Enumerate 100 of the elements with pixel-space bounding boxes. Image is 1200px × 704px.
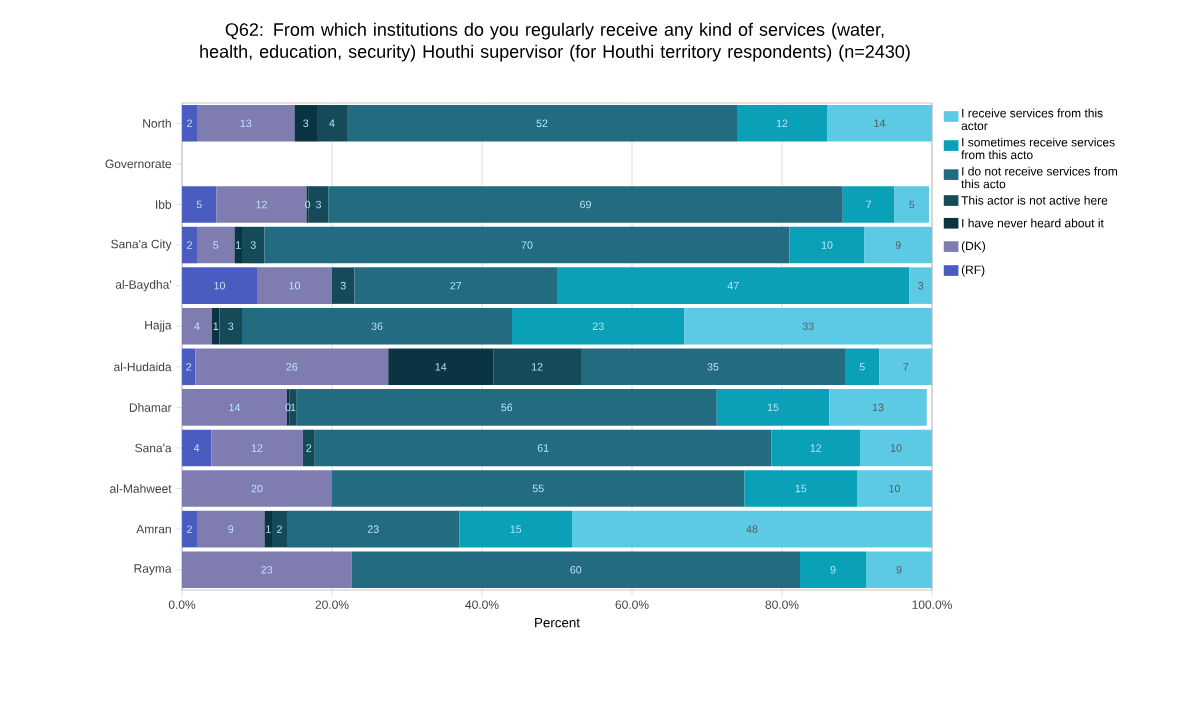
bar [314, 429, 772, 467]
data-label: 5 [196, 200, 202, 209]
bar [302, 429, 315, 467]
bar [182, 307, 212, 345]
x-tick-label: 0.0% [168, 600, 196, 609]
data-label: 2 [306, 444, 312, 452]
data-label: 1 [213, 322, 219, 330]
chart-title: Q62: From which institutions do you regularly receive any kind of services (water, health, education, security) Houthi supervisor (for Houthi territory respondents) (n=2430) [200, 22, 910, 62]
bar [287, 510, 460, 548]
data-label: 5 [859, 363, 865, 371]
bar [860, 429, 933, 467]
data-label: 2 [277, 525, 282, 533]
bar [459, 510, 573, 548]
data-label: 0 [305, 200, 311, 209]
legend-label: This actor is not active here [961, 195, 1108, 205]
bar [737, 105, 828, 142]
bar [182, 389, 287, 426]
bar [789, 226, 865, 264]
bar [289, 389, 297, 426]
bar [864, 226, 933, 264]
bar [242, 307, 513, 345]
data-label: 3 [918, 281, 924, 290]
bar [296, 389, 717, 426]
data-label: 55 [532, 484, 544, 493]
data-label: 14 [874, 119, 886, 127]
data-label: 61 [537, 444, 549, 452]
legend-label: (RF) [961, 265, 985, 277]
data-label: 3 [340, 281, 346, 290]
y-tick-label: Sana'a City [111, 239, 172, 251]
data-label: 47 [727, 281, 739, 290]
bar [182, 348, 196, 386]
data-label: 12 [532, 363, 543, 371]
data-label: 2 [187, 241, 192, 249]
data-label: 3 [315, 200, 321, 209]
data-label: 20 [251, 484, 263, 493]
x-tick-label: 60.0% [615, 600, 649, 609]
x-tick-label: 40.0% [465, 600, 499, 609]
bar [347, 105, 738, 142]
bar [351, 551, 801, 588]
data-label: 2 [186, 363, 192, 371]
data-label: 60 [570, 565, 582, 574]
y-tick-label: Amran [136, 524, 171, 534]
data-label: 36 [371, 322, 383, 330]
bar [211, 429, 303, 467]
bar [829, 389, 927, 426]
bar [332, 267, 355, 304]
bar [894, 186, 930, 223]
bar [182, 226, 197, 264]
data-label: 1 [266, 525, 271, 533]
legend-label: (DK) [961, 241, 986, 253]
data-label: 13 [872, 403, 884, 412]
data-label: 27 [450, 281, 462, 290]
bar [264, 226, 790, 264]
bar [332, 470, 745, 507]
data-label: 33 [802, 322, 814, 330]
data-label: 14 [229, 403, 241, 412]
data-label: 10 [889, 484, 901, 493]
bar [354, 267, 558, 304]
data-label: 9 [228, 525, 234, 533]
bar [827, 105, 933, 142]
bar [195, 348, 389, 386]
y-tick-label: North [143, 118, 171, 128]
bar [182, 470, 332, 507]
bar [716, 389, 830, 426]
y-tick-label: Rayma [134, 564, 172, 576]
data-label: 13 [240, 119, 252, 128]
data-label: 12 [251, 444, 263, 452]
data-label: 5 [213, 241, 219, 249]
data-label: 1 [290, 403, 296, 412]
data-label: 15 [767, 403, 779, 412]
data-label: 9 [896, 565, 902, 574]
x-tick-label: 100.0% [912, 600, 952, 609]
data-label: 4 [193, 444, 200, 452]
data-label: 35 [707, 363, 719, 371]
data-label: 15 [510, 525, 522, 533]
data-label: 10 [214, 281, 226, 290]
data-label: 9 [830, 565, 836, 574]
bar [242, 226, 265, 264]
data-label: 23 [261, 565, 273, 574]
bar [182, 429, 212, 467]
data-label: 70 [521, 241, 533, 249]
bar [744, 470, 858, 507]
data-label: 7 [866, 200, 872, 209]
x-tick-label: 80.0% [765, 600, 799, 609]
y-tick-label: al-Mahweet [110, 484, 172, 493]
data-label: 4 [329, 119, 335, 127]
data-label: 4 [194, 322, 200, 330]
bar [879, 348, 933, 386]
bar [317, 105, 347, 142]
data-label: 2 [187, 119, 192, 128]
bar [197, 105, 295, 142]
y-tick-label: al-Hudaida [114, 362, 172, 372]
data-label: 3 [303, 119, 309, 128]
bar [512, 307, 685, 345]
data-label: 48 [746, 525, 758, 533]
bar [800, 551, 867, 588]
legend-label: I sometimes receive services from this acto [961, 137, 1115, 160]
data-label: 10 [289, 281, 301, 290]
legend-label: I receive services from this actor [961, 108, 1103, 131]
bar [182, 551, 352, 588]
